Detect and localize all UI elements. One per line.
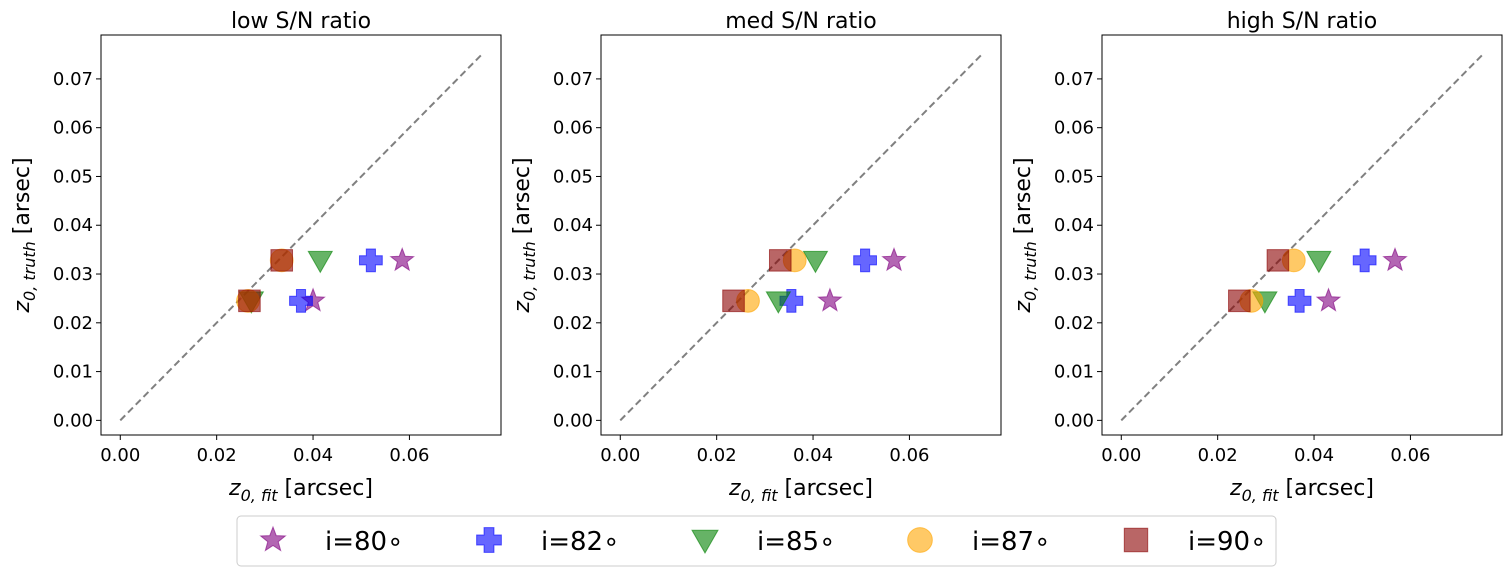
legend-label: i=85∘ bbox=[757, 527, 835, 557]
point-star-1 bbox=[1315, 287, 1342, 312]
x-axis-label: z0, fit [arcsec] bbox=[728, 476, 873, 505]
one-to-one-line bbox=[619, 53, 983, 422]
point-plus-2 bbox=[358, 248, 383, 273]
y-tick-label: 0.03 bbox=[1054, 264, 1094, 285]
y-tick-label: 0.07 bbox=[553, 69, 593, 90]
y-axis-label: z0, truth [arsec] bbox=[510, 157, 539, 313]
point-triangle-down-1 bbox=[765, 291, 792, 314]
subplot-1: 0.00 0.02 0.04 0.06 0.00 0.01 0.02 0.03 0.04 0.05… bbox=[10, 9, 502, 505]
y-tick-label: 0.03 bbox=[553, 264, 593, 285]
x-axis-label: z0, fit [arcsec] bbox=[228, 476, 373, 505]
x-tick-label: 0.04 bbox=[793, 445, 833, 466]
point-triangle-down-2 bbox=[1306, 250, 1332, 274]
legend-entry-circle: i=87∘ bbox=[907, 527, 1050, 557]
legend-marker-triangle-down bbox=[691, 529, 719, 555]
legend-entry-star: i=80∘ bbox=[259, 525, 403, 557]
point-plus-2 bbox=[1352, 248, 1377, 273]
x-tick-label: 0.06 bbox=[889, 445, 929, 466]
one-to-one-line bbox=[119, 53, 483, 422]
x-tick-label: 0.06 bbox=[1390, 445, 1430, 466]
subplot-title: low S/N ratio bbox=[231, 9, 371, 34]
legend-box bbox=[236, 515, 1277, 567]
y-tick-label: 0.01 bbox=[53, 362, 93, 383]
legend-marker-square bbox=[1123, 527, 1149, 553]
legend-label: i=90∘ bbox=[1188, 527, 1266, 557]
y-tick-label: 0.00 bbox=[1054, 410, 1094, 431]
legend-marker-plus bbox=[476, 527, 502, 553]
x-tick-label: 0.06 bbox=[389, 445, 429, 466]
y-tick-label: 0.06 bbox=[1054, 118, 1094, 139]
point-star-2 bbox=[881, 246, 907, 272]
legend-entry-plus: i=82∘ bbox=[476, 527, 619, 557]
y-tick-label: 0.06 bbox=[553, 118, 593, 139]
y-tick-label: 0.01 bbox=[1054, 362, 1094, 383]
x-tick-label: 0.04 bbox=[1294, 445, 1334, 466]
point-star-1 bbox=[817, 287, 843, 312]
subplot-2: 0.00 0.02 0.04 0.06 0.00 0.01 0.02 0.03 0.04 0.05… bbox=[510, 9, 1002, 505]
point-square-2 bbox=[1266, 249, 1290, 272]
y-tick-label: 0.05 bbox=[1054, 166, 1094, 187]
y-tick-label: 0.04 bbox=[53, 215, 93, 236]
y-tick-label: 0.01 bbox=[553, 362, 593, 383]
axes-frame bbox=[600, 34, 1002, 436]
legend-entry-triangle-down: i=85∘ bbox=[691, 527, 835, 557]
x-tick-label: 0.02 bbox=[197, 445, 237, 466]
y-tick-label: 0.07 bbox=[53, 69, 93, 90]
y-tick-label: 0.06 bbox=[53, 118, 93, 139]
point-square-1 bbox=[722, 289, 745, 313]
point-star-2 bbox=[389, 246, 415, 272]
point-square-1 bbox=[238, 289, 261, 313]
y-tick-label: 0.07 bbox=[1054, 69, 1094, 90]
point-star-2 bbox=[1382, 246, 1408, 272]
y-tick-label: 0.03 bbox=[53, 264, 93, 285]
legend-label: i=80∘ bbox=[325, 527, 403, 557]
y-tick-label: 0.02 bbox=[553, 313, 593, 334]
point-square-1 bbox=[1228, 289, 1251, 313]
x-tick-label: 0.00 bbox=[600, 445, 640, 466]
one-to-one-line bbox=[1120, 53, 1484, 422]
legend-label: i=87∘ bbox=[972, 527, 1050, 557]
x-axis-label: z0, fit [arcsec] bbox=[1229, 476, 1374, 505]
subplot-3: 0.00 0.02 0.04 0.06 0.00 0.01 0.02 0.03 0.04 0.05… bbox=[1011, 9, 1503, 505]
point-triangle-down-2 bbox=[307, 250, 334, 274]
point-plus-1 bbox=[289, 288, 313, 313]
point-triangle-down-2 bbox=[802, 250, 829, 274]
y-tick-label: 0.05 bbox=[553, 166, 593, 187]
y-tick-label: 0.02 bbox=[1054, 313, 1094, 334]
x-tick-label: 0.02 bbox=[1198, 445, 1238, 466]
legend-marker-circle bbox=[907, 527, 933, 553]
x-tick-label: 0.00 bbox=[1101, 445, 1141, 466]
point-plus-2 bbox=[853, 248, 877, 273]
legend-marker-star bbox=[259, 525, 287, 552]
legend: i=80∘ i=82∘ i=85∘ i=87∘ i=90∘ bbox=[236, 515, 1277, 567]
y-tick-label: 0.00 bbox=[53, 410, 93, 431]
legend-entry-square: i=90∘ bbox=[1123, 527, 1266, 557]
y-axis-label: z0, truth [arsec] bbox=[10, 157, 39, 313]
subplot-title: med S/N ratio bbox=[725, 9, 876, 34]
x-tick-label: 0.04 bbox=[293, 445, 333, 466]
point-square-2 bbox=[768, 249, 792, 272]
y-tick-label: 0.05 bbox=[53, 166, 93, 187]
x-tick-label: 0.00 bbox=[100, 445, 140, 466]
legend-label: i=82∘ bbox=[541, 527, 619, 557]
x-tick-label: 0.02 bbox=[697, 445, 737, 466]
axes-frame bbox=[1101, 34, 1503, 436]
y-tick-label: 0.00 bbox=[553, 410, 593, 431]
y-tick-label: 0.02 bbox=[53, 313, 93, 334]
subplot-title: high S/N ratio bbox=[1227, 9, 1378, 34]
y-tick-label: 0.04 bbox=[1054, 215, 1094, 236]
point-plus-1 bbox=[1287, 288, 1312, 313]
axes-frame bbox=[100, 34, 502, 436]
y-tick-label: 0.04 bbox=[553, 215, 593, 236]
point-square-2 bbox=[270, 249, 294, 272]
y-axis-label: z0, truth [arsec] bbox=[1011, 157, 1040, 313]
